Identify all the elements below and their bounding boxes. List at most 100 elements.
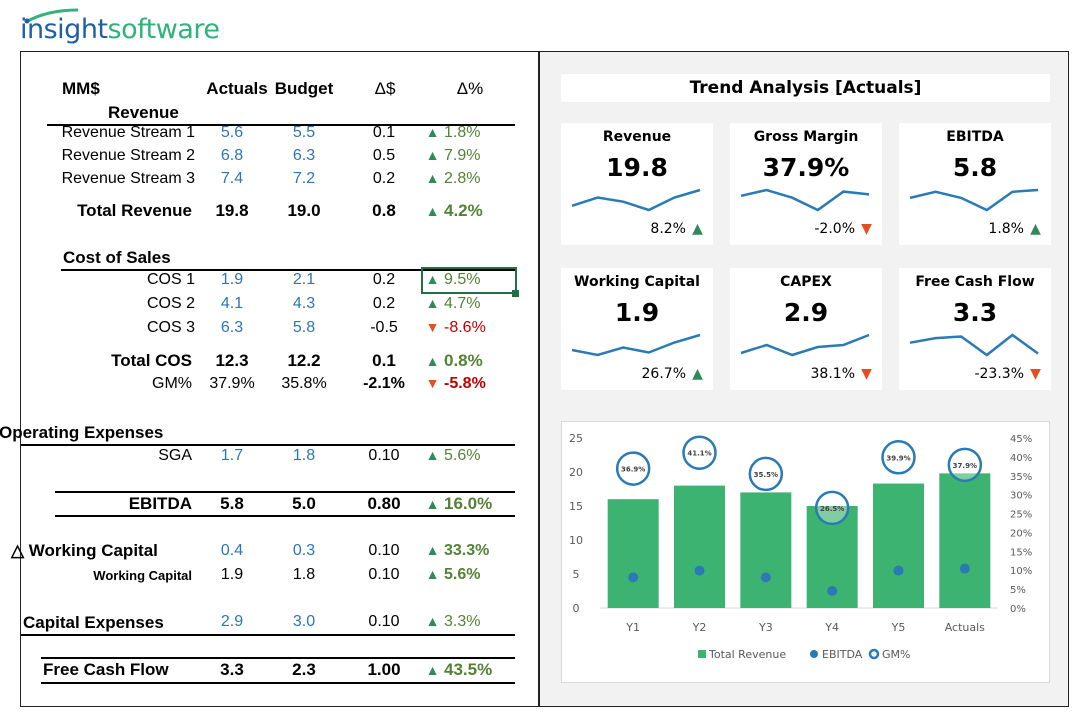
gm-data-label: 35.5%: [754, 471, 778, 479]
ebitda-budget: 5.0: [292, 494, 316, 513]
wc-pct: ▲ 5.6%: [425, 566, 481, 584]
cos-row-delta: -0.5: [370, 319, 398, 336]
logo-text-part1: insight: [20, 14, 108, 45]
total-cos-pct-value: 0.8%: [444, 351, 483, 370]
combo-chart-svg: 0 5 10 15 20 25 0% 5% 10% 15% 20% 25% 30% 35% 40% 45% 36…: [569, 432, 1032, 661]
header-budget: Budget: [274, 79, 334, 98]
revenue-stream-row-pct-value: 2.8%: [444, 170, 481, 187]
capex-actuals: 2.9: [220, 613, 244, 630]
bar-total-revenue: [740, 492, 792, 608]
arrow-up-icon: ▲: [425, 147, 440, 163]
header-mm: MM$: [62, 79, 100, 98]
capex-delta: 0.10: [368, 613, 400, 630]
revenue-stream-row-label: Revenue Stream 1: [61, 124, 195, 141]
logo-text-part2: software: [107, 14, 220, 45]
kpi-delta: -2.0% ▼: [814, 221, 874, 237]
kpi-delta: -23.3% ▼: [974, 366, 1043, 382]
cos-row-label: COS 2: [146, 295, 195, 312]
sga-actuals: 1.7: [220, 447, 244, 464]
sparkline: [909, 333, 1039, 357]
wc-actuals: 1.9: [220, 566, 244, 583]
gm-circle-marker: [881, 440, 916, 475]
financial-table-panel: MM$ Actuals Budget Δ$ Δ% Revenue Total R…: [0, 51, 539, 707]
arrow-up-icon: ▲: [425, 613, 440, 629]
y-left-tick-label: 0: [573, 602, 580, 615]
kpi-delta: 8.2% ▲: [650, 221, 705, 237]
cos-row-pct: ▼ -8.6%: [425, 319, 486, 337]
sparkline: [740, 188, 870, 212]
kpi-value: 37.9%: [762, 153, 850, 182]
gm-circle-marker: [748, 456, 784, 492]
logo-swoosh-icon: [24, 8, 79, 24]
kpi-delta-value: -23.3%: [974, 366, 1024, 382]
cos-row-budget: 2.1: [292, 271, 316, 288]
gm-label: GM%: [152, 375, 192, 392]
trend-analysis-panel: Trend Analysis [Actuals] Revenue 19.8 8.2%…: [539, 51, 1069, 707]
arrow-down-icon: ▼: [861, 366, 872, 382]
header-delta-pct: Δ%: [456, 79, 484, 98]
revenue-stream-row-budget: 5.5: [292, 124, 316, 141]
sga-pct: ▲ 5.6%: [425, 447, 481, 465]
gm-circle-marker: [947, 447, 983, 483]
capex-budget: 3.0: [292, 613, 316, 630]
total-revenue-delta: 0.8: [372, 201, 396, 220]
kpi-value: 5.8: [952, 153, 998, 182]
revenue-stream-row-actuals: 5.6: [220, 124, 244, 141]
total-revenue-pct: ▲ 4.2%: [425, 201, 483, 221]
delta-wc-label: △ Working Capital: [11, 541, 158, 560]
kpi-card: Working Capital 1.9 26.7% ▲: [561, 268, 713, 390]
dot-ebitda: [959, 563, 970, 574]
y-left-tick-label: 5: [573, 568, 580, 581]
kpi-card: Free Cash Flow 3.3 -23.3% ▼: [899, 268, 1051, 390]
x-tick-label: Y3: [758, 621, 773, 634]
arrow-up-icon: ▲: [692, 221, 703, 237]
cell-selection-handle[interactable]: [512, 290, 519, 297]
gm-actuals: 37.9%: [209, 375, 255, 392]
bar-total-revenue: [607, 499, 659, 608]
y-right-tick-label: 25%: [1010, 510, 1032, 521]
divider: [47, 124, 515, 126]
capex-pct: ▲ 3.3%: [425, 613, 481, 631]
kpi-delta-value: -2.0%: [814, 221, 855, 237]
dot-ebitda: [827, 586, 838, 596]
total-revenue-budget: 19.0: [287, 201, 321, 220]
delta-wc-budget: 0.3: [292, 542, 316, 559]
y-left-tick-label: 15: [569, 500, 583, 513]
cos-row-delta: 0.2: [372, 271, 396, 288]
x-tick-label: Actuals: [945, 621, 985, 634]
gm-circle-marker: [814, 490, 850, 526]
sga-label: SGA: [158, 447, 192, 464]
total-revenue-label: Total Revenue: [77, 201, 192, 220]
delta-wc-pct: ▲ 33.3%: [425, 542, 490, 560]
gm-pct-value: -5.8%: [444, 375, 486, 392]
kpi-value: 1.9: [614, 298, 660, 327]
arrow-up-icon: ▲: [425, 566, 440, 582]
kpi-delta-value: 26.7%: [641, 366, 686, 382]
kpi-value: 3.3: [952, 298, 998, 327]
kpi-delta-value: 38.1%: [810, 366, 855, 382]
kpi-delta-value: 1.8%: [988, 221, 1024, 237]
cos-row-budget: 5.8: [292, 319, 316, 336]
revenue-stream-row-pct: ▲ 2.8%: [425, 170, 481, 188]
kpi-delta: 1.8% ▲: [988, 221, 1043, 237]
cos-row-pct-value: 9.5%: [444, 271, 481, 288]
delta-wc-actuals: 0.4: [220, 542, 244, 559]
y-left-tick-label: 20: [569, 466, 583, 479]
arrow-up-icon: ▲: [425, 203, 440, 219]
bar-total-revenue: [873, 483, 924, 608]
kpi-delta-value: 8.2%: [650, 221, 686, 237]
total-cos-label: Total COS: [111, 351, 192, 370]
kpi-title: EBITDA: [946, 129, 1004, 145]
y-right-tick-label: 35%: [1010, 472, 1032, 483]
fcf-actuals: 3.3: [220, 660, 244, 679]
arrow-down-icon: ▼: [861, 221, 872, 237]
x-tick-label: Y4: [824, 621, 839, 634]
divider: [55, 515, 515, 517]
kpi-card: Revenue 19.8 8.2% ▲: [561, 123, 713, 245]
kpi-title: Revenue: [602, 129, 672, 145]
wc-pct-value: 5.6%: [444, 566, 481, 583]
fcf-delta: 1.00: [367, 660, 401, 679]
fcf-label: Free Cash Flow: [43, 660, 169, 679]
ebitda-label: EBITDA: [128, 494, 192, 513]
x-tick-label: Y5: [891, 621, 906, 634]
